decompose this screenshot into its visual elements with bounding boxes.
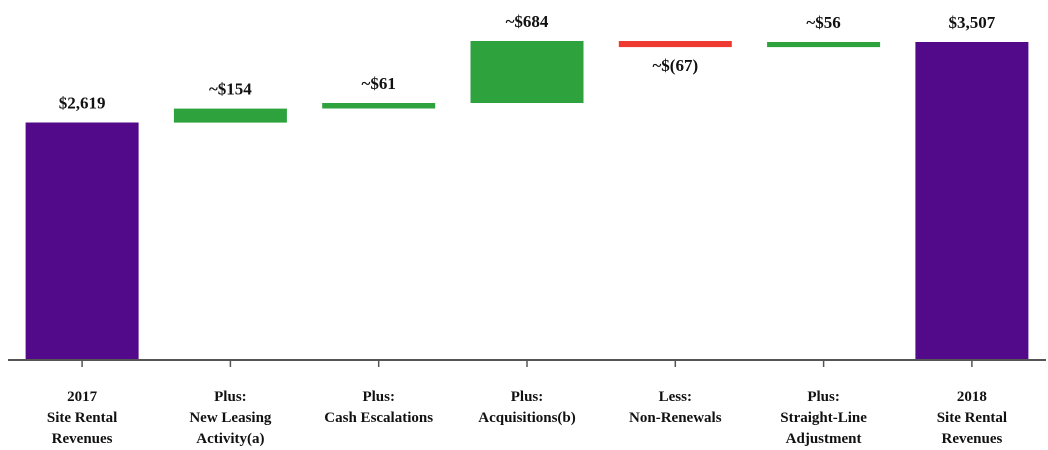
category-label-6-line-2: Revenues bbox=[941, 431, 1002, 447]
bar-5 bbox=[767, 42, 881, 48]
category-label-5-line-1: Straight-Line bbox=[780, 410, 867, 426]
category-label-3-line-1: Acquisitions(b) bbox=[478, 410, 576, 426]
bars-layer bbox=[25, 41, 1029, 360]
bar-4 bbox=[618, 41, 732, 48]
bar-2 bbox=[322, 103, 436, 109]
category-label-6-line-0: 2018 bbox=[957, 389, 987, 405]
category-label-5-line-0: Plus: bbox=[807, 389, 840, 405]
category-label-1-line-0: Plus: bbox=[214, 389, 247, 405]
bar-6 bbox=[915, 42, 1029, 360]
category-label-1-line-1: New Leasing bbox=[189, 410, 272, 426]
category-label-4-line-0: Less: bbox=[659, 389, 692, 405]
value-labels-layer: $2,619 ~$154 ~$61 ~$684 ~$(67) ~$56 $3,507 bbox=[59, 12, 996, 113]
category-label-0-line-2: Revenues bbox=[52, 431, 113, 447]
x-ticks-layer bbox=[81, 360, 973, 367]
value-label-0: $2,619 bbox=[59, 94, 106, 113]
category-label-1-line-2: Activity(a) bbox=[196, 431, 264, 447]
category-labels-layer: 2017 Site Rental Revenues Plus: New Leasing A… bbox=[47, 389, 1007, 447]
value-label-5: ~$56 bbox=[806, 13, 840, 32]
category-label-6-line-1: Site Rental bbox=[937, 410, 1007, 426]
value-label-4: ~$(67) bbox=[652, 56, 698, 75]
category-label-0-line-1: Site Rental bbox=[47, 410, 117, 426]
value-label-6: $3,507 bbox=[949, 13, 996, 32]
category-label-4-line-1: Non-Renewals bbox=[629, 410, 722, 426]
value-label-2: ~$61 bbox=[362, 74, 396, 93]
bar-0 bbox=[25, 122, 139, 360]
bar-3 bbox=[470, 41, 584, 103]
category-label-5-line-2: Adjustment bbox=[786, 431, 862, 447]
category-label-0-line-0: 2017 bbox=[67, 389, 98, 405]
value-label-3: ~$684 bbox=[506, 12, 549, 31]
category-label-2-line-1: Cash Escalations bbox=[324, 410, 433, 426]
value-label-1: ~$154 bbox=[209, 80, 252, 99]
bar-1 bbox=[173, 108, 287, 123]
category-label-3-line-0: Plus: bbox=[511, 389, 544, 405]
category-label-2-line-0: Plus: bbox=[362, 389, 395, 405]
